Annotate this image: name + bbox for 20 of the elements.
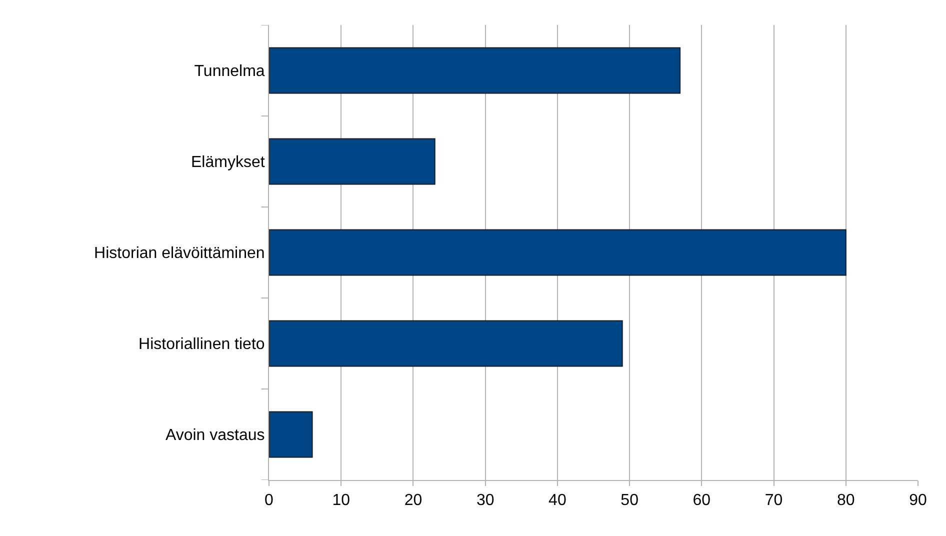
y-tick-label: Historian elävöittäminen — [94, 245, 265, 262]
x-tick-label: 0 — [264, 492, 274, 510]
x-tick-label: 40 — [548, 492, 566, 510]
bar — [269, 138, 436, 185]
y-tick-label: Tunnelma — [194, 63, 265, 80]
x-tick-label: 10 — [332, 492, 350, 510]
bar — [269, 411, 313, 458]
x-tick-label: 50 — [620, 492, 639, 510]
bar — [269, 320, 623, 367]
x-tick-label: 30 — [476, 492, 494, 510]
x-tick-label: 80 — [836, 492, 855, 510]
y-tick-label: Elämykset — [191, 154, 266, 172]
x-tick-label: 20 — [404, 492, 422, 510]
x-tick-label: 60 — [692, 492, 711, 510]
bar — [269, 229, 846, 276]
x-tick-label: 70 — [764, 492, 783, 510]
bar — [269, 47, 681, 94]
y-tick-label: Avoin vastaus — [165, 427, 265, 444]
y-tick-label: Historiallinen tieto — [138, 336, 265, 354]
x-tick-label: 90 — [909, 492, 927, 510]
